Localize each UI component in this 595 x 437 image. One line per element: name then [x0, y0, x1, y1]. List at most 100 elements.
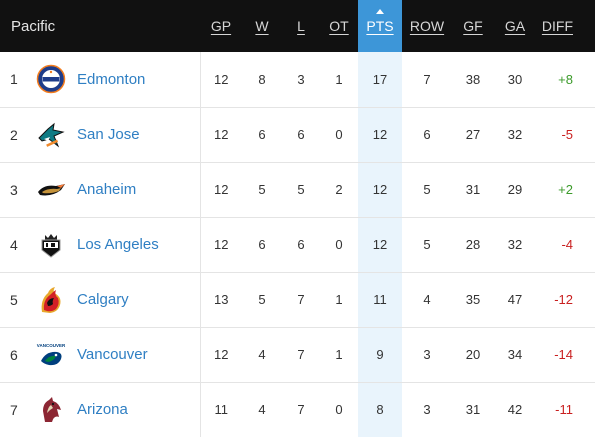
cell-ot: 0	[335, 402, 343, 418]
team-wrap: 6 VANCOUVER Vancouver	[0, 328, 200, 382]
cell-ga: 32	[494, 107, 536, 163]
team-link[interactable]: San Jose	[77, 126, 140, 143]
arizona-coyotes-logo-icon[interactable]	[36, 395, 66, 425]
table-row: 6 VANCOUVER Vancouver 12 4 7 1 9 3 20 34 -14	[0, 327, 595, 383]
cell-l: 5	[282, 162, 320, 218]
edmonton-oilers-logo-icon[interactable]	[36, 64, 66, 94]
cell-diff: -11	[555, 402, 573, 418]
cell-row: 3	[423, 402, 431, 418]
column-header-diff[interactable]: DIFF	[536, 0, 595, 52]
column-header-w[interactable]: W	[242, 0, 282, 52]
cell-diff: -12	[536, 272, 595, 328]
cell-ga: 34	[494, 327, 536, 383]
cell-diff: -4	[536, 217, 595, 273]
team-link[interactable]: Vancouver	[77, 346, 148, 363]
cell-l: 7	[282, 327, 320, 383]
anaheim-ducks-logo-icon[interactable]	[36, 175, 66, 205]
cell-ga: 42	[507, 402, 523, 418]
team-cell: 6 VANCOUVER Vancouver	[0, 327, 200, 383]
column-label-ga: GA	[504, 18, 526, 34]
column-header-ot[interactable]: OT	[320, 0, 358, 52]
column-header-row[interactable]: ROW	[402, 0, 452, 52]
cell-pts: 17	[358, 52, 402, 108]
team-wrap: 1 Edmonton	[0, 52, 200, 106]
cell-l: 7	[282, 272, 320, 328]
calgary-flames-logo-icon[interactable]	[36, 285, 66, 315]
cell-w: 5	[242, 162, 282, 218]
rank: 3	[10, 181, 18, 198]
cell-gf: 20	[452, 327, 494, 383]
cell-gp: 12	[199, 217, 242, 273]
team-wrap: 2 San Jose	[0, 108, 200, 162]
team-wrap: 7 Arizona	[0, 383, 200, 437]
cell-gp: 11	[199, 382, 242, 437]
cell-gf: 35	[452, 272, 494, 328]
cell-diff: +2	[536, 162, 595, 218]
column-label-l: L	[297, 18, 305, 34]
cell-diff: +8	[536, 52, 595, 108]
cell-w: 6	[242, 107, 282, 163]
sort-ascending-icon	[376, 9, 384, 14]
team-wrap: 5 Calgary	[0, 273, 200, 327]
column-header-gf[interactable]: GF	[452, 0, 494, 52]
team-cell: 1 Edmonton	[0, 52, 200, 108]
cell-pts: 9	[358, 327, 402, 383]
cell-ot: 1	[320, 327, 358, 383]
column-label-diff: DIFF	[541, 18, 573, 34]
cell-gp: 12	[199, 107, 242, 163]
cell-row: 7	[402, 52, 452, 108]
cell-ot: 1	[320, 272, 358, 328]
table-row: 3 Anaheim 12 5 5 2 12 5 31 29 +2	[0, 162, 595, 218]
cell-row: 5	[402, 217, 452, 273]
team-cell: 5 Calgary	[0, 272, 200, 328]
cell-w: 6	[242, 217, 282, 273]
team-link[interactable]: Calgary	[77, 291, 129, 308]
column-header-gp[interactable]: GP	[200, 0, 242, 52]
san-jose-sharks-logo-icon[interactable]	[36, 120, 66, 150]
team-link[interactable]: Edmonton	[77, 70, 146, 88]
cell-gf: 27	[452, 107, 494, 163]
cell-w: 5	[242, 272, 282, 328]
column-header-l[interactable]: L	[282, 0, 320, 52]
rank: 5	[10, 291, 18, 308]
cell-pts: 12	[358, 107, 402, 163]
cell-diff: -14	[536, 327, 595, 383]
team-link[interactable]: Arizona	[77, 401, 128, 419]
cell-row: 6	[402, 107, 452, 163]
cell-pts: 8	[358, 382, 402, 437]
cell-w: 4	[258, 402, 266, 418]
rank: 7	[10, 401, 18, 418]
team-cell: 4 Los Angeles	[0, 217, 200, 273]
team-wrap: 4 Los Angeles	[0, 218, 200, 272]
cell-w: 4	[242, 327, 282, 383]
cell-ga: 29	[494, 162, 536, 218]
column-label-ot: OT	[329, 18, 349, 34]
cell-gf: 31	[465, 402, 481, 418]
column-label-w: W	[255, 18, 269, 34]
cell-gf: 31	[452, 162, 494, 218]
cell-ot: 0	[320, 107, 358, 163]
cell-l: 3	[282, 52, 320, 108]
standings-body: 1 Edmonton 12 8 3 1 17 7 38 30 +8 2 San Jose 12 6 6 0 12 6…	[0, 52, 595, 437]
cell-row: 5	[402, 162, 452, 218]
table-row: 1 Edmonton 12 8 3 1 17 7 38 30 +8	[0, 52, 595, 108]
team-link[interactable]: Los Angeles	[77, 236, 159, 253]
table-row: 7 Arizona 11 4 7 0 8 3 31 42 -11	[0, 382, 595, 437]
vancouver-canucks-logo-icon[interactable]: VANCOUVER	[36, 340, 66, 370]
cell-ga: 32	[494, 217, 536, 273]
column-header-pts[interactable]: PTS	[358, 0, 402, 52]
team-link[interactable]: Anaheim	[77, 181, 137, 198]
team-wrap: 3 Anaheim	[0, 163, 200, 217]
cell-gf: 28	[452, 217, 494, 273]
table-row: 4 Los Angeles 12 6 6 0 12 5 28 32 -4	[0, 217, 595, 273]
cell-row: 4	[402, 272, 452, 328]
los-angeles-kings-logo-icon[interactable]	[36, 230, 66, 260]
cell-gf: 38	[452, 52, 494, 108]
cell-gp: 12	[199, 52, 242, 108]
column-header-ga[interactable]: GA	[494, 0, 536, 52]
cell-ot: 0	[320, 217, 358, 273]
cell-diff: -5	[536, 107, 595, 163]
column-label-gp: GP	[210, 18, 232, 34]
cell-l: 6	[282, 217, 320, 273]
cell-pts: 12	[358, 162, 402, 218]
